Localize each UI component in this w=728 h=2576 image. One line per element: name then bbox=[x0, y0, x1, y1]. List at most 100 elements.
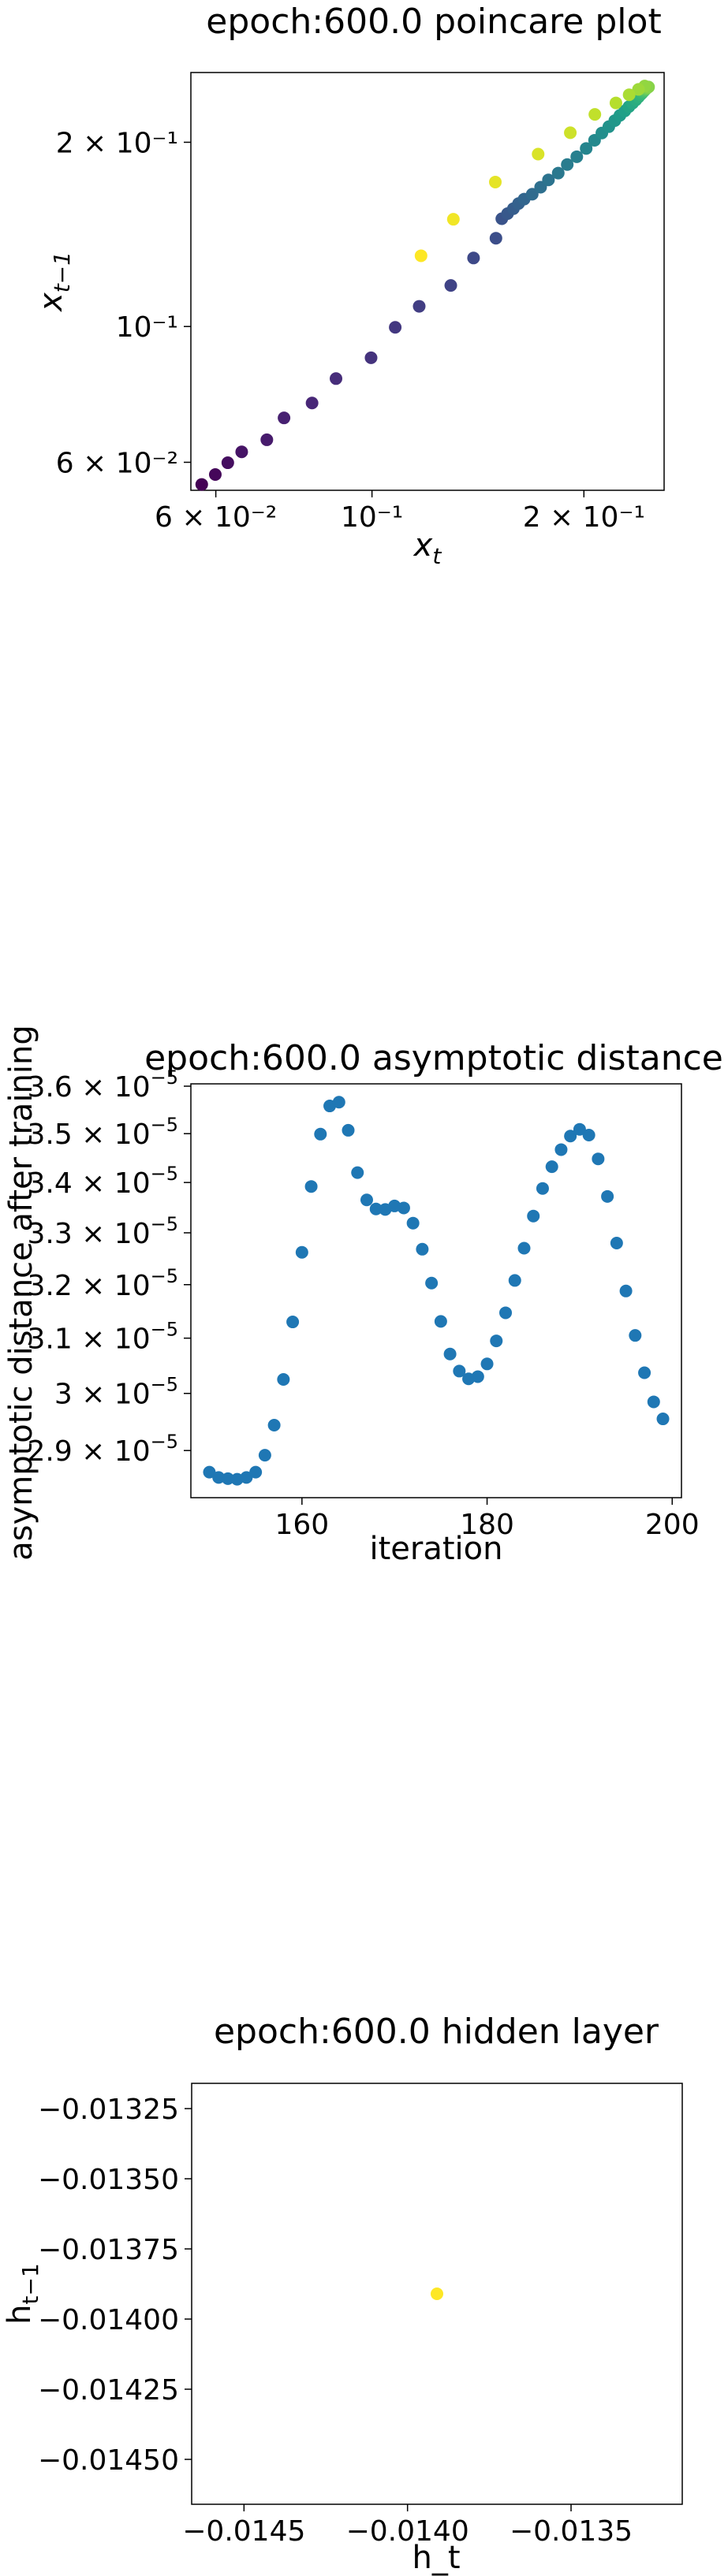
hidden-layer-points bbox=[431, 2288, 443, 2300]
asymptotic-point bbox=[240, 1471, 253, 1484]
asymptotic-point bbox=[397, 1201, 410, 1215]
asymptotic-point bbox=[434, 1315, 447, 1328]
poincare-point bbox=[278, 411, 291, 425]
y-tick-label: 2.9 × 10−5 bbox=[27, 1431, 178, 1468]
y-tick-label: 3.1 × 10−5 bbox=[27, 1319, 178, 1356]
hidden-layer-chart: epoch:600.0 hidden layer −0.0145 −0.0140−… bbox=[2, 2012, 683, 2576]
hidden-layer-y-ticks: −0.01325 −0.01350 −0.01375 −0.01400 −0.01425… bbox=[38, 2094, 192, 2477]
asymptotic-y-axis-label: asymptotic distance after training bbox=[3, 1025, 39, 1561]
asymptotic-point bbox=[304, 1180, 318, 1193]
poincare-y-ticks: 6 × 10⁻² 10⁻¹ 2 × 10⁻¹ bbox=[56, 127, 191, 479]
poincare-x-ticks: 6 × 10⁻² 10⁻¹ 2 × 10⁻¹ bbox=[155, 490, 645, 534]
asymptotic-point bbox=[647, 1395, 660, 1409]
poincare-point bbox=[364, 351, 378, 364]
asymptotic-point bbox=[286, 1316, 300, 1329]
y-tick-label: −0.01400 bbox=[38, 2304, 179, 2336]
asymptotic-point bbox=[425, 1276, 439, 1290]
asymptotic-point bbox=[610, 1236, 623, 1249]
y-tick-label: −0.01425 bbox=[38, 2374, 179, 2407]
hidden-layer-x-ticks: −0.0145 −0.0140 −0.0135 bbox=[182, 2504, 633, 2548]
poincare-point bbox=[305, 396, 319, 410]
asymptotic-point bbox=[369, 1202, 383, 1215]
asymptotic-point bbox=[582, 1129, 595, 1142]
poincare-point bbox=[444, 279, 457, 292]
y-tick-label: −0.01325 bbox=[38, 2094, 179, 2126]
asymptotic-point bbox=[619, 1284, 633, 1297]
asymptotic-x-axis-label: iteration bbox=[370, 1531, 503, 1567]
poincare-point bbox=[446, 213, 460, 226]
x-tick-label: −0.0140 bbox=[346, 2515, 469, 2548]
poincare-point bbox=[588, 108, 602, 121]
poincare-point bbox=[551, 166, 565, 180]
asymptotic-distance-chart: epoch:600.0 asymptotic distance 160 180 20… bbox=[3, 1025, 723, 1567]
asymptotic-point bbox=[592, 1152, 605, 1166]
asymptotic-point bbox=[536, 1182, 549, 1195]
asymptotic-point bbox=[564, 1130, 577, 1143]
x-tick-label: 200 bbox=[645, 1509, 700, 1541]
hidden-layer-plot-area bbox=[191, 2083, 683, 2505]
asymptotic-point bbox=[351, 1166, 364, 1179]
hidden-layer-point bbox=[431, 2288, 443, 2300]
poincare-point bbox=[561, 158, 574, 171]
asymptotic-point bbox=[332, 1096, 345, 1109]
poincare-point bbox=[580, 142, 593, 155]
x-tick-label: −0.0145 bbox=[182, 2515, 305, 2548]
asymptotic-point bbox=[656, 1413, 670, 1426]
asymptotic-x-ticks: 160 180 200 bbox=[274, 1498, 700, 1541]
asymptotic-point bbox=[258, 1449, 271, 1462]
asymptotic-title: epoch:600.0 asymptotic distance bbox=[144, 1038, 723, 1078]
poincare-point bbox=[525, 188, 539, 201]
asymptotic-points bbox=[203, 1096, 670, 1486]
asymptotic-point bbox=[490, 1335, 503, 1348]
poincare-point bbox=[570, 150, 584, 163]
asymptotic-point bbox=[554, 1143, 568, 1156]
poincare-point bbox=[622, 88, 636, 102]
poincare-plot-area bbox=[190, 72, 665, 491]
x-tick-label: 160 bbox=[274, 1509, 329, 1541]
poincare-y-axis-label: xt−1 bbox=[33, 251, 75, 313]
asymptotic-point bbox=[629, 1329, 642, 1342]
asymptotic-point bbox=[360, 1193, 373, 1207]
asymptotic-point bbox=[267, 1419, 281, 1432]
poincare-point bbox=[489, 232, 502, 245]
asymptotic-point bbox=[527, 1209, 540, 1223]
y-tick-label: 3.4 × 10−5 bbox=[27, 1163, 178, 1200]
asymptotic-point bbox=[480, 1357, 494, 1371]
poincare-point bbox=[414, 249, 427, 262]
poincare-point bbox=[489, 175, 502, 188]
poincare-points bbox=[195, 80, 655, 491]
asymptotic-point bbox=[416, 1242, 429, 1256]
asymptotic-point bbox=[508, 1274, 521, 1287]
x-tick-label: −0.0135 bbox=[510, 2515, 633, 2548]
poincare-point bbox=[467, 251, 480, 265]
asymptotic-point bbox=[601, 1189, 614, 1203]
asymptotic-point bbox=[221, 1472, 234, 1485]
poincare-point bbox=[221, 456, 234, 470]
poincare-x-axis-label: xt bbox=[413, 527, 442, 569]
y-tick-label: 3.2 × 10−5 bbox=[27, 1265, 178, 1302]
poincare-point bbox=[532, 147, 545, 161]
asymptotic-point bbox=[517, 1241, 531, 1255]
y-tick-label: 6 × 10⁻² bbox=[56, 447, 178, 479]
y-tick-label: 10⁻¹ bbox=[116, 311, 178, 344]
asymptotic-y-ticks: 2.9 × 10−5 3 × 10−5 3.1 × 10−5 3.2 × 10−5 3.… bbox=[27, 1067, 191, 1468]
y-tick-label: −0.01450 bbox=[38, 2444, 179, 2477]
y-tick-label: −0.01375 bbox=[38, 2234, 179, 2266]
x-tick-label: 10⁻¹ bbox=[341, 501, 403, 534]
poincare-point bbox=[542, 173, 555, 187]
y-tick-label: 3 × 10−5 bbox=[54, 1374, 178, 1411]
asymptotic-point bbox=[406, 1216, 420, 1230]
x-tick-label: 2 × 10⁻¹ bbox=[523, 501, 645, 534]
poincare-point bbox=[235, 445, 248, 459]
asymptotic-point bbox=[471, 1370, 484, 1383]
asymptotic-point bbox=[212, 1471, 226, 1484]
x-tick-label: 6 × 10⁻² bbox=[155, 501, 277, 534]
hidden-layer-x-axis-label: h_t bbox=[412, 2540, 460, 2576]
poincare-point bbox=[564, 126, 577, 140]
asymptotic-point bbox=[453, 1364, 466, 1378]
poincare-chart: epoch:600.0 poincare plot 6 × 10⁻² 10⁻¹ 2 … bbox=[33, 2, 665, 569]
y-tick-label: 3.5 × 10−5 bbox=[27, 1114, 178, 1151]
asymptotic-point bbox=[314, 1127, 327, 1141]
asymptotic-plot-area bbox=[190, 1083, 682, 1498]
